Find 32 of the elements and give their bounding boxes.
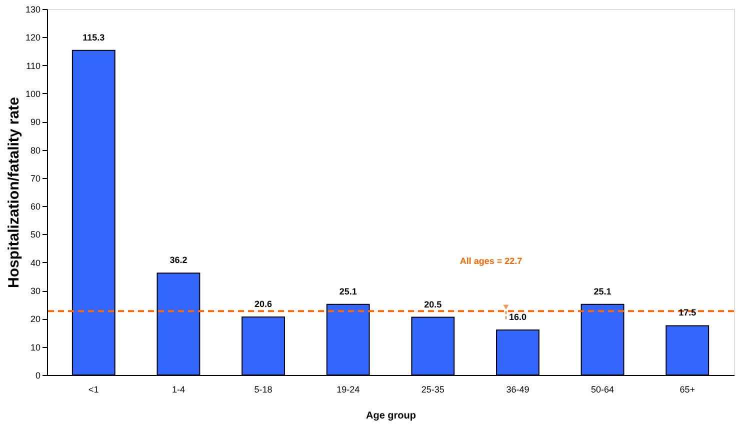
x-tick-label: 36-49 <box>506 384 530 394</box>
y-tick-label: 130 <box>25 4 40 14</box>
y-tick-label: 50 <box>30 230 40 240</box>
x-tick-label: 1-4 <box>172 384 185 394</box>
y-tick-label: 100 <box>25 88 40 99</box>
y-tick-label: 60 <box>30 202 40 212</box>
data-label: 16.0 <box>508 312 526 322</box>
x-axis-title: Age group <box>366 410 416 422</box>
y-tick-label: 120 <box>25 32 40 43</box>
x-tick-label: <1 <box>88 384 99 394</box>
y-axis-title: Hospitalization/fatality rate <box>5 97 22 288</box>
x-tick-label: 50-64 <box>591 384 614 394</box>
y-tick-label: 30 <box>30 286 40 296</box>
data-label: 20.6 <box>254 299 272 310</box>
y-tick-label: 90 <box>30 117 40 128</box>
y-tick-label: 110 <box>26 60 40 71</box>
ref-line-label: All ages = 22.7 <box>460 256 522 266</box>
x-tick-label: 19-24 <box>336 384 360 394</box>
y-tick-label: 40 <box>30 258 40 268</box>
data-label: 36.2 <box>170 255 188 266</box>
y-tick-label: 0 <box>35 370 40 380</box>
data-label: 20.5 <box>424 299 442 310</box>
x-tick-label: 25-35 <box>421 384 444 394</box>
y-tick-label: 80 <box>30 145 40 156</box>
data-label: 25.1 <box>339 286 357 296</box>
y-tick-label: 20 <box>30 314 40 324</box>
x-tick-label: 65+ <box>680 384 695 394</box>
y-tick-label: 10 <box>30 342 40 352</box>
data-label: 25.1 <box>594 286 612 296</box>
x-tick-label: 5-18 <box>254 384 272 394</box>
y-tick-label: 70 <box>30 173 40 184</box>
data-label: 115.3 <box>82 32 105 42</box>
